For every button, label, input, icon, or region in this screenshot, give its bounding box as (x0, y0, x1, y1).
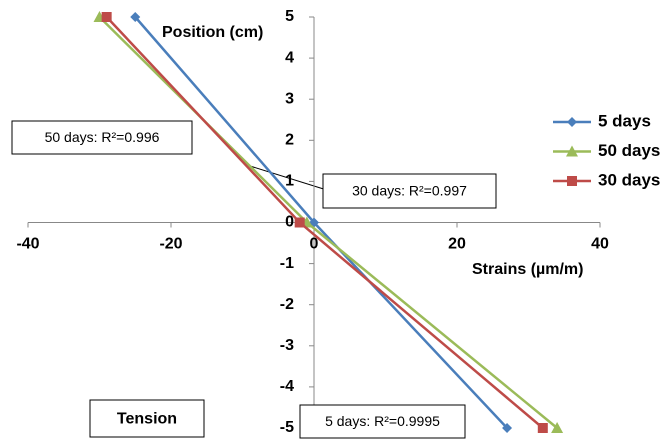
legend-marker (567, 117, 577, 127)
data-point (101, 12, 112, 22)
y-tick-label: 3 (285, 90, 294, 107)
data-point (294, 217, 305, 228)
legend-marker (566, 145, 578, 157)
data-point (537, 423, 548, 433)
x-axis-label: Strains (µm/m) (472, 261, 583, 278)
legend-marker (567, 176, 577, 186)
annotation: Tension (117, 411, 177, 428)
x-tick-label: 0 (310, 236, 319, 253)
leader-line (249, 165, 331, 192)
annotation-box (89, 399, 205, 438)
x-tick-label: 20 (448, 236, 466, 253)
annotation: 30 days: R²=0.997 (352, 183, 467, 199)
y-tick-label: 4 (285, 49, 294, 66)
annotation-box (299, 404, 466, 439)
y-tick-label: -4 (280, 378, 294, 395)
x-tick-label: -40 (16, 236, 39, 253)
x-tick-label: -20 (159, 236, 182, 253)
y-tick-label: 0 (285, 214, 294, 231)
annotation: 5 days: R²=0.9995 (325, 413, 440, 429)
y-axis-label: Position (cm) (162, 24, 263, 41)
x-tick-label: 40 (591, 236, 609, 253)
legend-label: 30 days (598, 170, 660, 189)
legend-label: 50 days (598, 141, 660, 160)
annotation-box (322, 173, 497, 209)
data-point (130, 12, 141, 22)
y-tick-label: -1 (280, 255, 294, 272)
annotation: 50 days: R²=0.996 (45, 129, 160, 145)
y-tick-label: 2 (285, 132, 294, 149)
data-point (551, 422, 564, 433)
y-tick-label: -3 (280, 337, 294, 354)
y-tick-label: 1 (285, 173, 294, 190)
y-tick-label: -5 (280, 419, 294, 436)
legend-label: 5 days (598, 111, 651, 130)
y-tick-label: 5 (285, 8, 294, 25)
annotation-box (11, 120, 193, 155)
y-tick-label: -2 (280, 296, 294, 313)
data-point (502, 423, 513, 433)
